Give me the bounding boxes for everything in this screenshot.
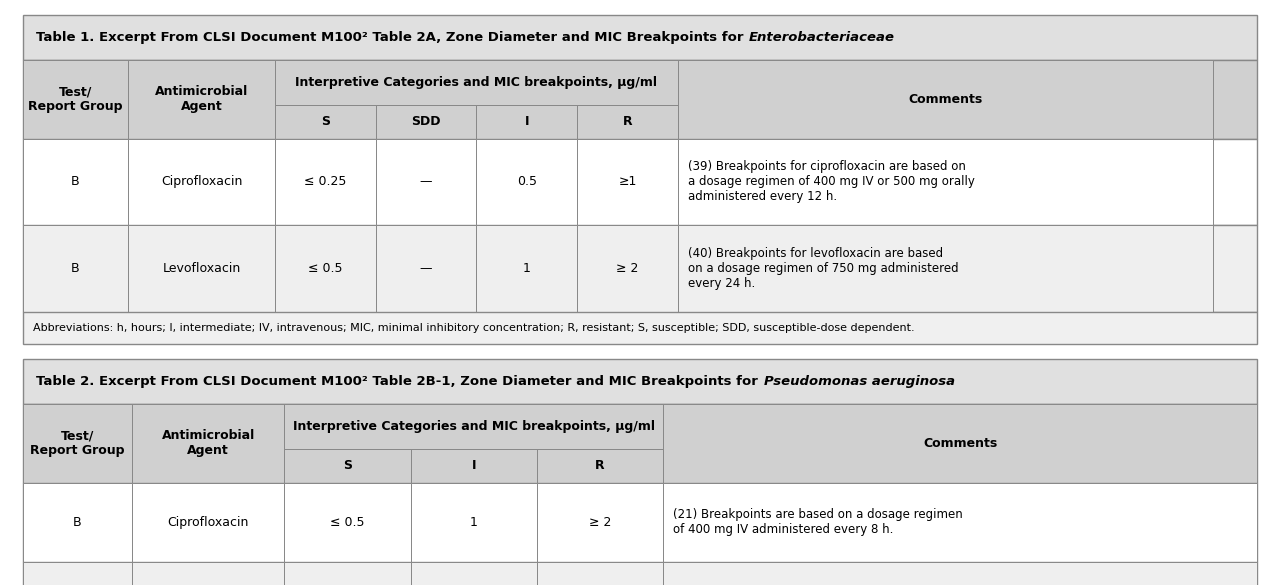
- Bar: [284, 483, 411, 562]
- Text: (21) Breakpoints are based on a dosage regimen
of 400 mg IV administered every 8: (21) Breakpoints are based on a dosage r…: [673, 508, 964, 536]
- Bar: [132, 404, 284, 483]
- Text: ≥ 2: ≥ 2: [617, 262, 639, 275]
- Text: (39) Breakpoints for ciprofloxacin are based on
a dosage regimen of 400 mg IV or: (39) Breakpoints for ciprofloxacin are b…: [689, 160, 975, 204]
- Bar: [23, 312, 1257, 344]
- Text: Abbreviations: h, hours; I, intermediate; IV, intravenous; MIC, minimal inhibito: Abbreviations: h, hours; I, intermediate…: [33, 323, 915, 333]
- Bar: [376, 225, 476, 312]
- Text: Antimicrobial
Agent: Antimicrobial Agent: [161, 429, 255, 457]
- Bar: [376, 139, 476, 225]
- Bar: [536, 449, 663, 483]
- Text: Interpretive Categories and MIC breakpoints, µg/ml: Interpretive Categories and MIC breakpoi…: [293, 419, 655, 433]
- Bar: [284, 562, 411, 585]
- Text: S: S: [343, 459, 352, 472]
- Bar: [128, 225, 275, 312]
- Text: Test/
Report Group: Test/ Report Group: [28, 85, 123, 113]
- Text: Table 2. Excerpt From CLSI Document M100² Table 2B-1, Zone Diameter and MIC Brea: Table 2. Excerpt From CLSI Document M100…: [36, 374, 763, 388]
- Text: I: I: [471, 459, 476, 472]
- Text: Comments: Comments: [908, 92, 982, 106]
- Bar: [678, 225, 1212, 312]
- Bar: [23, 139, 1257, 225]
- Bar: [376, 105, 476, 139]
- Bar: [411, 483, 536, 562]
- Text: ≥1: ≥1: [618, 176, 636, 188]
- Bar: [23, 15, 1257, 60]
- Bar: [678, 60, 1212, 139]
- Bar: [411, 562, 536, 585]
- Text: —: —: [420, 176, 433, 188]
- Text: (40) Breakpoints for levofloxacin are based
on a dosage regimen of 750 mg admini: (40) Breakpoints for levofloxacin are ba…: [689, 247, 959, 290]
- Bar: [476, 105, 577, 139]
- Bar: [284, 449, 411, 483]
- Text: ≤ 0.5: ≤ 0.5: [308, 262, 343, 275]
- Text: 1: 1: [470, 516, 477, 529]
- Bar: [128, 139, 275, 225]
- Text: Antimicrobial
Agent: Antimicrobial Agent: [155, 85, 248, 113]
- Bar: [23, 562, 132, 585]
- Text: ≥ 2: ≥ 2: [589, 516, 612, 529]
- Text: B: B: [72, 262, 79, 275]
- Bar: [23, 359, 1257, 404]
- Text: R: R: [623, 115, 632, 128]
- Text: B: B: [73, 516, 82, 529]
- Text: Ciprofloxacin: Ciprofloxacin: [168, 516, 248, 529]
- Text: 1: 1: [524, 262, 531, 275]
- Bar: [275, 60, 678, 105]
- Bar: [536, 483, 663, 562]
- Bar: [23, 562, 1257, 585]
- Bar: [23, 225, 1257, 312]
- Bar: [23, 139, 128, 225]
- Bar: [23, 483, 1257, 562]
- Text: R: R: [595, 459, 605, 472]
- Text: Enterobacteriaceae: Enterobacteriaceae: [749, 30, 895, 44]
- Bar: [275, 225, 376, 312]
- Bar: [678, 139, 1212, 225]
- Bar: [577, 105, 678, 139]
- Bar: [663, 483, 1257, 562]
- Text: Table 1. Excerpt From CLSI Document M100² Table 2A, Zone Diameter and MIC Breakp: Table 1. Excerpt From CLSI Document M100…: [36, 30, 748, 44]
- Text: I: I: [525, 115, 529, 128]
- Bar: [23, 60, 128, 139]
- Bar: [132, 483, 284, 562]
- Bar: [476, 225, 577, 312]
- Bar: [275, 139, 376, 225]
- Bar: [23, 60, 1257, 139]
- Bar: [23, 483, 132, 562]
- Bar: [411, 449, 536, 483]
- Bar: [284, 404, 663, 449]
- Bar: [476, 139, 577, 225]
- Text: B: B: [72, 176, 79, 188]
- Bar: [577, 225, 678, 312]
- Text: SDD: SDD: [411, 115, 440, 128]
- Bar: [132, 562, 284, 585]
- Bar: [23, 225, 128, 312]
- Bar: [663, 562, 1257, 585]
- Bar: [275, 105, 376, 139]
- Text: Pseudomonas aeruginosa: Pseudomonas aeruginosa: [764, 374, 955, 388]
- Bar: [577, 139, 678, 225]
- Text: Test/
Report Group: Test/ Report Group: [31, 429, 124, 457]
- Text: Ciprofloxacin: Ciprofloxacin: [161, 176, 242, 188]
- Text: ≤ 0.25: ≤ 0.25: [305, 176, 347, 188]
- Bar: [663, 404, 1257, 483]
- Bar: [128, 60, 275, 139]
- Bar: [23, 404, 1257, 483]
- Text: Levofloxacin: Levofloxacin: [163, 262, 241, 275]
- Text: Comments: Comments: [923, 436, 997, 450]
- Text: ≤ 0.5: ≤ 0.5: [330, 516, 365, 529]
- Text: 0.5: 0.5: [517, 176, 536, 188]
- Bar: [23, 404, 132, 483]
- Text: Interpretive Categories and MIC breakpoints, µg/ml: Interpretive Categories and MIC breakpoi…: [296, 75, 658, 89]
- Text: S: S: [321, 115, 330, 128]
- Bar: [536, 562, 663, 585]
- Text: —: —: [420, 262, 433, 275]
